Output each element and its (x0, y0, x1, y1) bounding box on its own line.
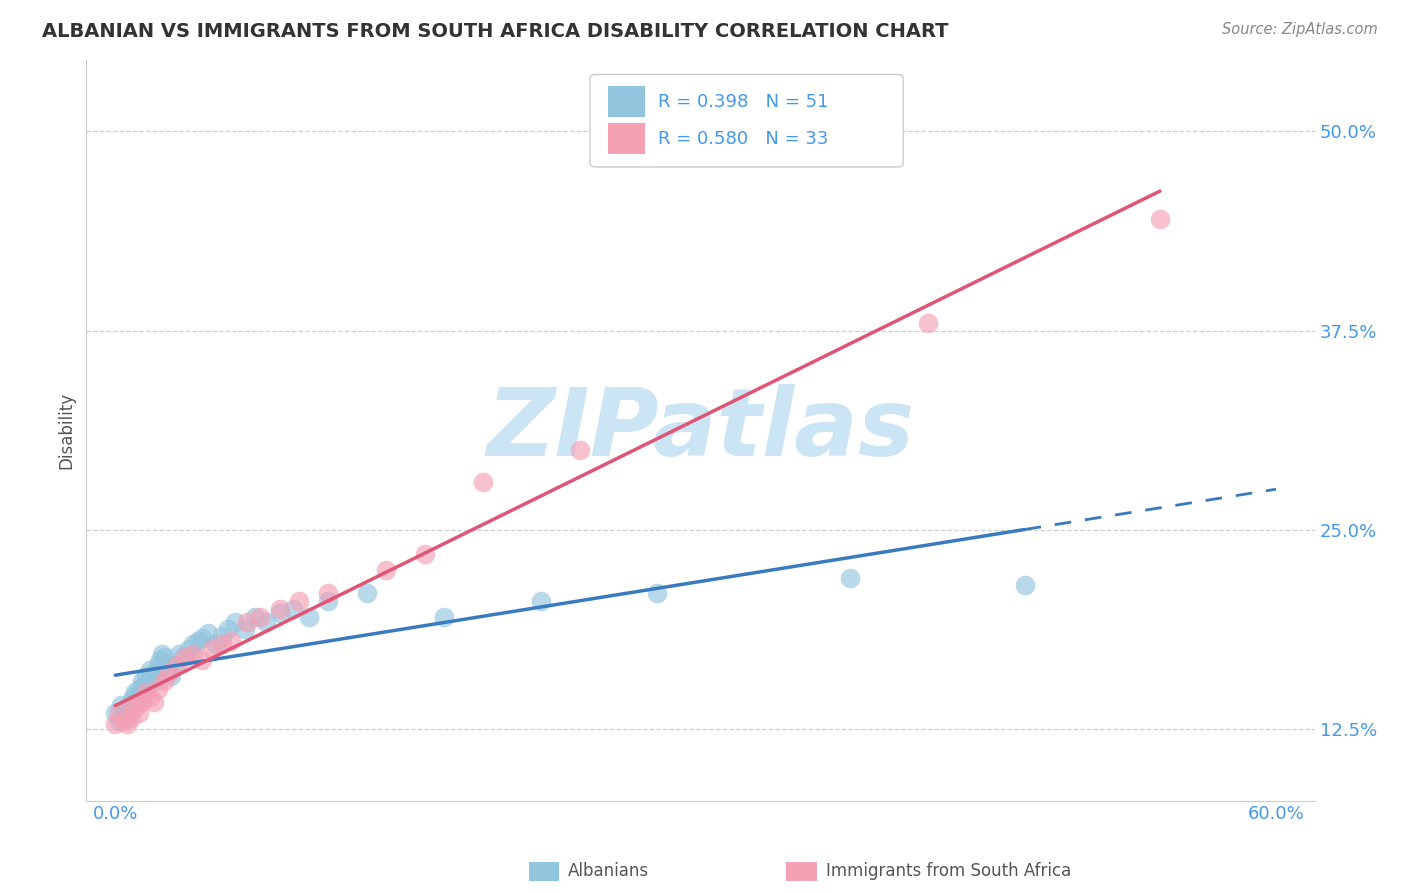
Point (530, 594, 553, 608)
Point (131, 674, 153, 689)
Point (139, 690, 162, 704)
Point (125, 693, 148, 707)
Point (288, 594, 311, 608)
Point (104, 706, 127, 720)
Point (181, 647, 204, 661)
Point (146, 658, 169, 673)
Point (129, 687, 152, 701)
Point (152, 650, 174, 665)
Point (201, 642, 224, 657)
Point (568, 443, 591, 458)
FancyBboxPatch shape (609, 87, 645, 118)
Point (283, 602, 305, 616)
Point (128, 681, 150, 696)
Point (121, 690, 143, 704)
Text: ALBANIAN VS IMMIGRANTS FROM SOUTH AFRICA DISABILITY CORRELATION CHART: ALBANIAN VS IMMIGRANTS FROM SOUTH AFRICA… (42, 22, 949, 41)
Point (211, 637, 233, 651)
Point (143, 674, 166, 689)
Point (269, 602, 291, 616)
Point (217, 622, 239, 636)
Point (177, 642, 200, 657)
Point (146, 681, 169, 696)
Point (298, 610, 321, 624)
Point (205, 637, 228, 651)
Point (174, 650, 197, 665)
Point (115, 711, 138, 725)
Text: Source: ZipAtlas.com: Source: ZipAtlas.com (1222, 22, 1378, 37)
Point (118, 701, 141, 715)
Point (108, 714, 131, 728)
Point (112, 714, 135, 728)
Point (187, 634, 209, 648)
Point (141, 669, 163, 683)
Point (121, 698, 143, 712)
Text: Immigrants from South Africa: Immigrants from South Africa (825, 863, 1071, 880)
Point (124, 701, 146, 715)
Point (104, 717, 127, 731)
Point (471, 475, 494, 489)
Point (221, 634, 243, 648)
Point (145, 666, 167, 681)
Point (135, 669, 157, 683)
Point (149, 653, 172, 667)
Point (254, 615, 277, 629)
Point (1149, 211, 1171, 226)
Point (159, 666, 181, 681)
Point (136, 674, 159, 689)
FancyBboxPatch shape (591, 74, 903, 167)
Point (150, 647, 173, 661)
Point (166, 658, 188, 673)
Point (433, 610, 456, 624)
Point (128, 706, 150, 720)
Point (120, 695, 142, 709)
Point (316, 586, 339, 600)
Point (156, 663, 179, 677)
Text: R = 0.580   N = 33: R = 0.580 N = 33 (658, 130, 828, 148)
Point (249, 610, 271, 624)
Point (233, 622, 256, 636)
FancyBboxPatch shape (609, 123, 645, 154)
Point (645, 586, 668, 600)
Point (143, 695, 166, 709)
Point (316, 594, 339, 608)
Point (356, 586, 378, 600)
Point (917, 316, 939, 330)
Text: ZIPatlas: ZIPatlas (486, 384, 914, 476)
Point (839, 570, 862, 584)
Point (269, 606, 291, 620)
Point (224, 615, 246, 629)
Point (211, 630, 233, 644)
Point (167, 647, 190, 661)
Point (191, 653, 214, 667)
Text: Albanians: Albanians (568, 863, 650, 880)
Point (108, 706, 131, 720)
Point (152, 674, 174, 689)
Point (243, 610, 266, 624)
Point (131, 695, 153, 709)
Point (110, 698, 132, 712)
Point (1014, 578, 1036, 592)
Point (115, 717, 138, 731)
Y-axis label: Disability: Disability (58, 392, 75, 468)
Point (191, 631, 214, 645)
Text: R = 0.398   N = 51: R = 0.398 N = 51 (658, 93, 828, 111)
Point (236, 615, 259, 629)
Point (172, 650, 194, 665)
Point (120, 711, 142, 725)
Point (124, 685, 146, 699)
Point (114, 706, 136, 720)
Point (135, 685, 157, 699)
Point (134, 679, 156, 693)
Point (375, 563, 398, 577)
Point (197, 626, 219, 640)
Point (139, 663, 162, 677)
Point (181, 637, 204, 651)
Point (165, 658, 187, 673)
Point (413, 547, 436, 561)
Point (160, 669, 183, 683)
